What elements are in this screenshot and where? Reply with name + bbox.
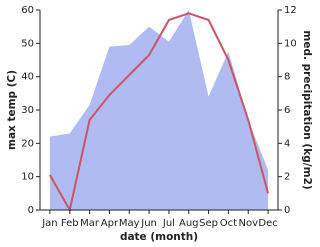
y-tick-label: 50 — [21, 38, 34, 49]
x-tick-label: Feb — [61, 218, 79, 229]
x-tick-label: Mar — [80, 218, 100, 229]
x-tick-label: Aug — [179, 218, 199, 229]
y-tick-label: 60 — [21, 5, 34, 16]
y-tick-label: 10 — [21, 172, 34, 183]
x-tick-label: Jan — [41, 218, 57, 229]
x-tick-label: May — [119, 218, 140, 229]
y-tick-label: 0 — [28, 205, 34, 216]
y2-axis-title: med. precipitation (kg/m2) — [301, 30, 313, 189]
y-tick-label: 40 — [21, 72, 34, 83]
y-axis-title: max temp (C) — [6, 70, 18, 150]
y2-tick-label: 12 — [284, 5, 297, 16]
precip-area — [49, 10, 269, 210]
y2-tick-label: 0 — [284, 205, 290, 216]
y-tick-label: 30 — [21, 105, 34, 116]
x-tick-label: Dec — [258, 218, 277, 229]
x-tick-label: Sep — [199, 218, 218, 229]
x-tick-label: Oct — [220, 218, 237, 229]
y2-tick-label: 10 — [284, 38, 297, 49]
y-tick-label: 20 — [21, 138, 34, 149]
x-tick-label: Apr — [101, 218, 119, 229]
y2-tick-label: 2 — [284, 172, 290, 183]
x-tick-label: Jun — [140, 218, 157, 229]
x-tick-label: Jul — [162, 218, 175, 229]
y2-tick-label: 4 — [284, 138, 290, 149]
y2-tick-label: 6 — [284, 105, 290, 116]
x-tick-label: Nov — [238, 218, 258, 229]
x-axis-title: date (month) — [120, 231, 198, 243]
temp-line — [49, 12, 270, 213]
y2-tick-label: 8 — [284, 72, 290, 83]
